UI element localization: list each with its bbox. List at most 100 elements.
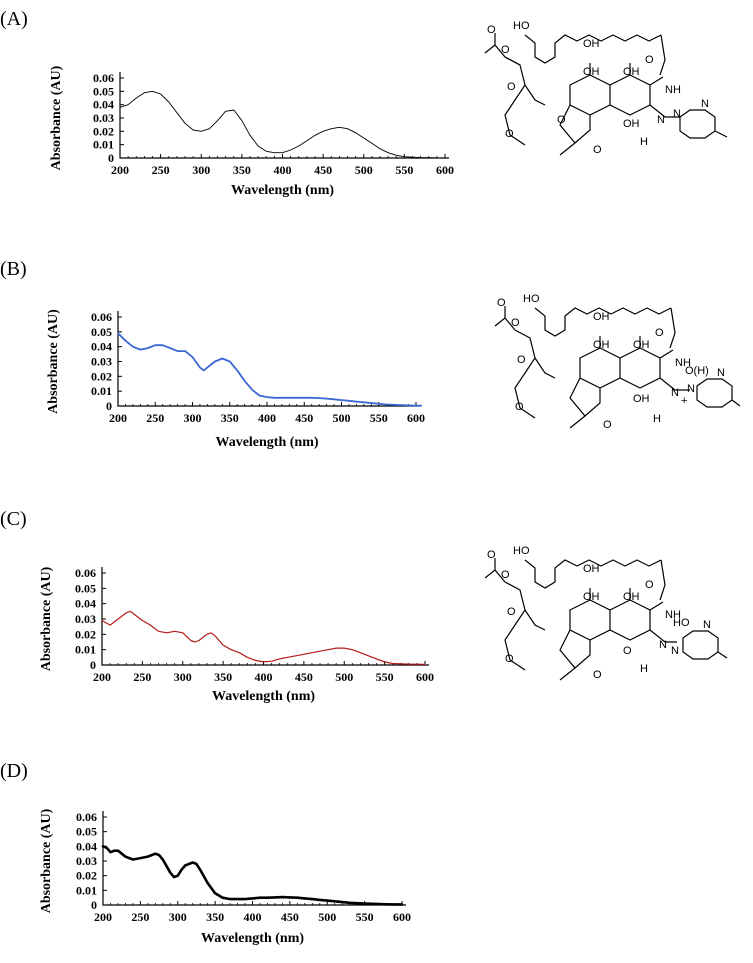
atom-label: O — [515, 401, 524, 413]
x-tick-label: 250 — [146, 411, 164, 425]
atom-label: OH — [633, 339, 650, 351]
x-tick-label: 600 — [436, 163, 454, 177]
atom-label: O — [487, 24, 496, 36]
atom-label: NH — [665, 609, 681, 621]
x-tick-label: 500 — [333, 411, 351, 425]
y-tick-label: 0.04 — [76, 839, 97, 853]
atom-label: HO — [523, 293, 540, 305]
x-tick-label: 400 — [255, 670, 273, 684]
x-tick-label: 350 — [221, 411, 239, 425]
atom-label: O(H) — [685, 365, 709, 377]
x-tick-label: 200 — [93, 670, 111, 684]
atom-label: OH — [623, 118, 640, 130]
x-tick-label: 400 — [258, 411, 276, 425]
axis-lines — [102, 811, 406, 906]
x-axis-label: Wavelength (nm) — [212, 689, 315, 704]
x-tick-label: 200 — [109, 411, 127, 425]
panel-label-d: (D) — [0, 760, 28, 782]
y-tick-label: 0.02 — [76, 869, 97, 883]
x-tick-label: 450 — [295, 670, 313, 684]
x-tick-label: 250 — [131, 910, 149, 924]
x-tick-label: 550 — [356, 910, 374, 924]
panel-label-c: (C) — [0, 508, 27, 530]
x-tick-label: 300 — [174, 670, 192, 684]
x-tick-label: 300 — [169, 910, 187, 924]
y-axis-label: Absorbance (AU) — [39, 808, 54, 913]
atom-label: O — [487, 549, 496, 561]
y-tick-label: 0.05 — [93, 84, 114, 98]
y-tick-label: 0.02 — [93, 124, 114, 138]
x-tick-label: 300 — [192, 163, 210, 177]
x-tick-label: 600 — [407, 411, 425, 425]
rifampicin-structure-b: HO OH O O OH OH NH N O(H) N N H O O O O … — [494, 293, 741, 431]
atom-label: N — [701, 98, 709, 110]
x-tick-label: 500 — [318, 910, 336, 924]
atom-label: O — [501, 569, 510, 581]
y-tick-label: 0.02 — [91, 369, 112, 383]
x-tick-label: 450 — [281, 910, 299, 924]
x-axis-label: Wavelength (nm) — [201, 931, 304, 946]
atom-label: NH — [675, 357, 691, 369]
x-tick-label: 400 — [274, 163, 292, 177]
atom-label: O — [507, 606, 516, 618]
y-tick-label: 0.06 — [93, 71, 114, 85]
y-tick-label: 0 — [90, 658, 96, 672]
atom-label: O — [507, 81, 516, 93]
atom-label: H — [640, 136, 648, 148]
atom-label: O — [623, 645, 632, 657]
atom-label: OH — [583, 66, 600, 78]
y-tick-label: 0.05 — [76, 825, 97, 839]
y-tick-label: 0.01 — [76, 883, 97, 897]
y-tick-label: 0.04 — [93, 98, 114, 112]
atom-label: O — [645, 54, 654, 66]
atom-label: O — [593, 144, 602, 156]
x-tick-label: 550 — [376, 670, 394, 684]
x-tick-label: 200 — [111, 163, 129, 177]
panel-label-b: (B) — [0, 258, 27, 280]
atom-label: H — [640, 663, 648, 675]
atom-label: H — [653, 413, 661, 425]
y-tick-label: 0.03 — [75, 612, 96, 626]
y-axis-label: Absorbance (AU) — [49, 65, 64, 170]
x-tick-label: 550 — [370, 411, 388, 425]
atom-label: O — [501, 44, 510, 56]
atom-label: O — [517, 354, 526, 366]
rifampicin-structure-a: HO OH O O OH OH NH N N N H O O O O O OH — [484, 20, 728, 156]
y-tick-label: 0.03 — [76, 854, 97, 868]
y-tick-label: 0.06 — [91, 310, 112, 324]
x-tick-label: 450 — [295, 411, 313, 425]
atom-label: NH — [665, 84, 681, 96]
y-tick-label: 0.06 — [76, 810, 97, 824]
atom-label: O — [645, 579, 654, 591]
atom-label: O — [603, 419, 612, 431]
atom-label: N — [657, 114, 665, 126]
panel-label-a: (A) — [0, 8, 28, 30]
x-tick-label: 250 — [152, 163, 170, 177]
x-tick-label: 500 — [335, 670, 353, 684]
atom-label: HO — [513, 20, 530, 32]
x-tick-label: 350 — [214, 670, 232, 684]
atom-label: OH — [593, 311, 610, 323]
atom-label: N — [671, 645, 679, 657]
y-tick-label: 0.04 — [91, 340, 112, 354]
x-tick-label: 350 — [233, 163, 251, 177]
x-tick-label: 250 — [133, 670, 151, 684]
y-tick-label: 0.05 — [75, 581, 96, 595]
atom-label: + — [681, 395, 687, 407]
y-tick-label: 0.01 — [75, 643, 96, 657]
atom-label: O — [593, 669, 602, 681]
x-tick-label: 600 — [393, 910, 411, 924]
x-tick-label: 450 — [314, 163, 332, 177]
x-axis-label: Wavelength (nm) — [231, 183, 334, 198]
y-tick-label: 0.04 — [75, 597, 96, 611]
atom-label: N — [687, 383, 695, 395]
x-axis-label: Wavelength (nm) — [215, 435, 318, 450]
x-tick-label: 600 — [416, 670, 434, 684]
y-tick-label: 0.02 — [75, 627, 96, 641]
x-tick-label: 400 — [244, 910, 262, 924]
atom-label: OH — [623, 591, 640, 603]
